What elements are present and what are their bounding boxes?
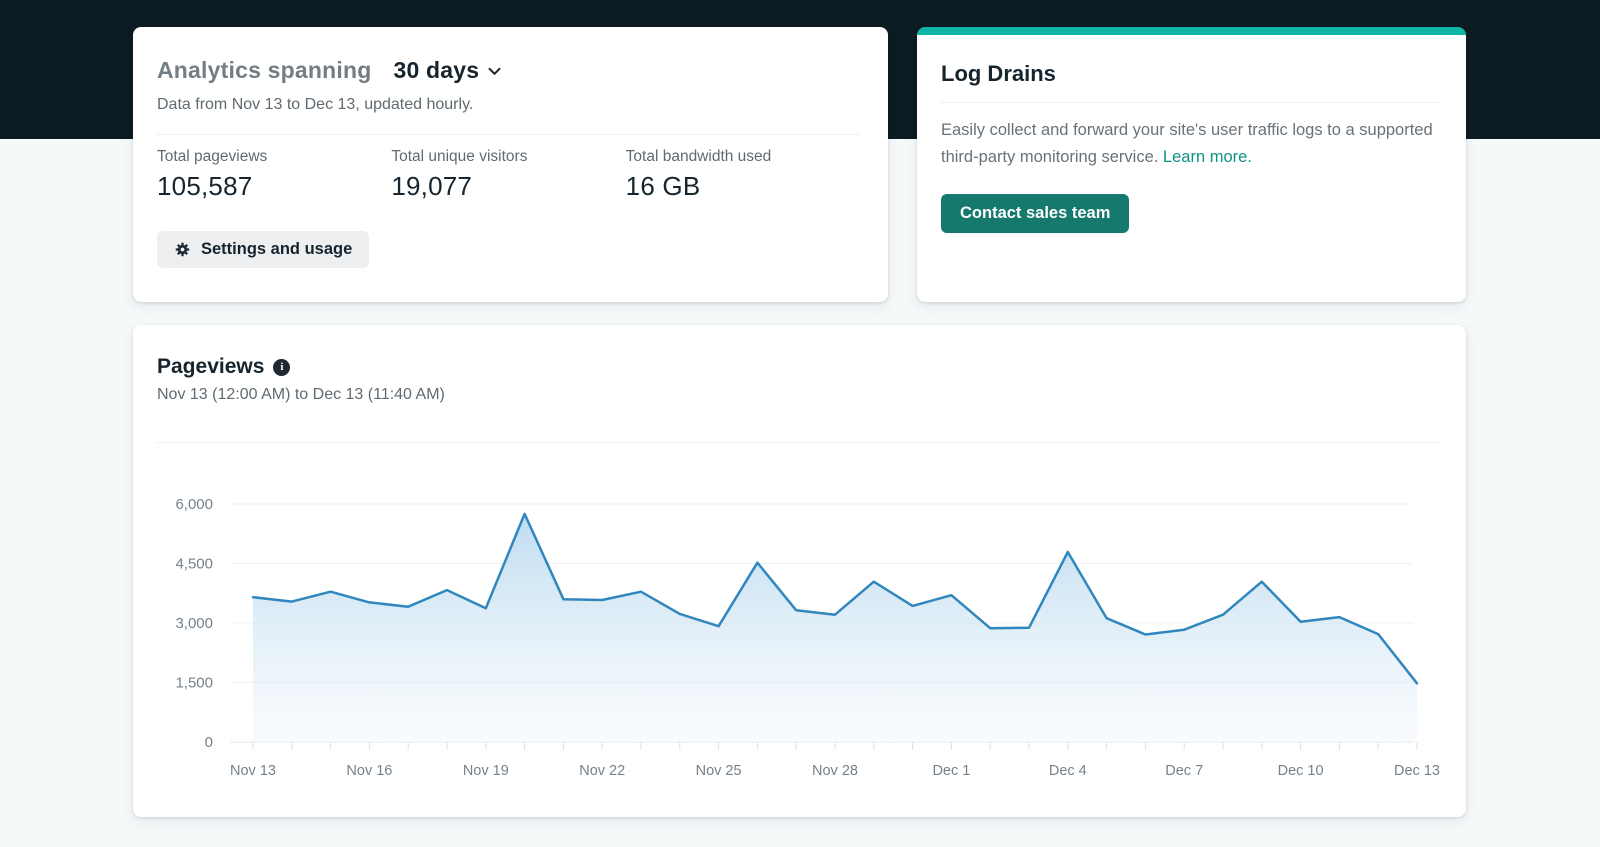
x-axis-tick-label: Dec 7 — [1165, 763, 1203, 779]
divider — [157, 442, 1442, 443]
learn-more-link[interactable]: Learn more. — [1162, 147, 1252, 166]
contact-sales-button[interactable]: Contact sales team — [941, 194, 1130, 234]
pageviews-subtitle: Nov 13 (12:00 AM) to Dec 13 (11:40 AM) — [157, 386, 445, 403]
y-axis-tick-label: 4,500 — [175, 556, 213, 573]
stat-value: 16 GB — [625, 171, 701, 201]
x-axis-tick-label: Nov 25 — [696, 763, 742, 779]
stat-label: Total pageviews — [157, 148, 268, 165]
range-selector[interactable]: 30 days — [393, 57, 501, 84]
settings-button-label: Settings and usage — [201, 240, 353, 258]
settings-and-usage-button[interactable]: Settings and usage — [157, 231, 370, 268]
analytics-title: Analytics spanning — [157, 57, 372, 83]
stat-value: 19,077 — [391, 171, 473, 201]
x-axis-tick-label: Nov 19 — [463, 763, 509, 779]
y-axis-tick-label: 3,000 — [175, 615, 213, 632]
stat-bandwidth-used: Total bandwidth used 16 GB — [626, 148, 860, 202]
x-axis-tick-label: Nov 13 — [230, 763, 276, 779]
analytics-card: Analytics spanning 30 days Data from Nov… — [133, 27, 888, 302]
log-drains-title: Log Drains — [941, 61, 1056, 86]
info-icon[interactable]: i — [273, 358, 291, 376]
stat-label: Total unique visitors — [391, 148, 528, 165]
stats-row: Total pageviews 105,587 Total unique vis… — [157, 148, 860, 202]
stat-value: 105,587 — [157, 171, 253, 201]
gear-icon — [175, 242, 190, 257]
x-axis-tick-label: Dec 10 — [1278, 763, 1324, 779]
x-axis-tick-label: Nov 16 — [346, 763, 392, 779]
chevron-down-icon — [488, 67, 501, 75]
y-axis-tick-label: 0 — [205, 734, 213, 751]
chart-line — [251, 512, 1419, 685]
y-axis-tick-label: 1,500 — [175, 675, 213, 692]
pageviews-card: Pageviews i Nov 13 (12:00 AM) to Dec 13 … — [133, 325, 1466, 817]
x-axis-tick-label: Dec 1 — [932, 763, 970, 779]
pageviews-chart-svg: 0 1,500 3,000 4,500 6,000 Nov 13 Nov 16 Nov 19 N… — [175, 496, 1440, 779]
pageviews-chart[interactable]: 0 1,500 3,000 4,500 6,000 Nov 13 Nov 16 Nov 19 N… — [157, 455, 1442, 795]
pageviews-title: Pageviews — [157, 355, 265, 378]
analytics-header: Analytics spanning 30 days — [157, 57, 860, 84]
divider — [941, 102, 1442, 103]
x-axis-tick-label: Nov 28 — [812, 763, 858, 779]
stat-unique-visitors: Total unique visitors 19,077 — [391, 148, 625, 202]
y-axis-tick-label: 6,000 — [175, 496, 213, 513]
x-axis-tick-label: Dec 13 — [1394, 763, 1440, 779]
divider — [157, 134, 860, 135]
x-axis-tick-label: Nov 22 — [579, 763, 625, 779]
range-selector-value: 30 days — [393, 57, 480, 83]
log-drains-description: Easily collect and forward your site's u… — [941, 117, 1442, 170]
pageviews-header: Pageviews i — [157, 355, 1442, 379]
stat-label: Total bandwidth used — [625, 148, 772, 165]
analytics-subtitle: Data from Nov 13 to Dec 13, updated hour… — [157, 96, 474, 113]
log-drains-card: Log Drains Easily collect and forward yo… — [917, 27, 1466, 302]
stat-total-pageviews: Total pageviews 105,587 — [157, 148, 391, 202]
x-axis-tick-label: Dec 4 — [1049, 763, 1087, 779]
log-drains-description-text: Easily collect and forward your site's u… — [941, 121, 1433, 166]
chart-area-fill — [253, 513, 1417, 742]
